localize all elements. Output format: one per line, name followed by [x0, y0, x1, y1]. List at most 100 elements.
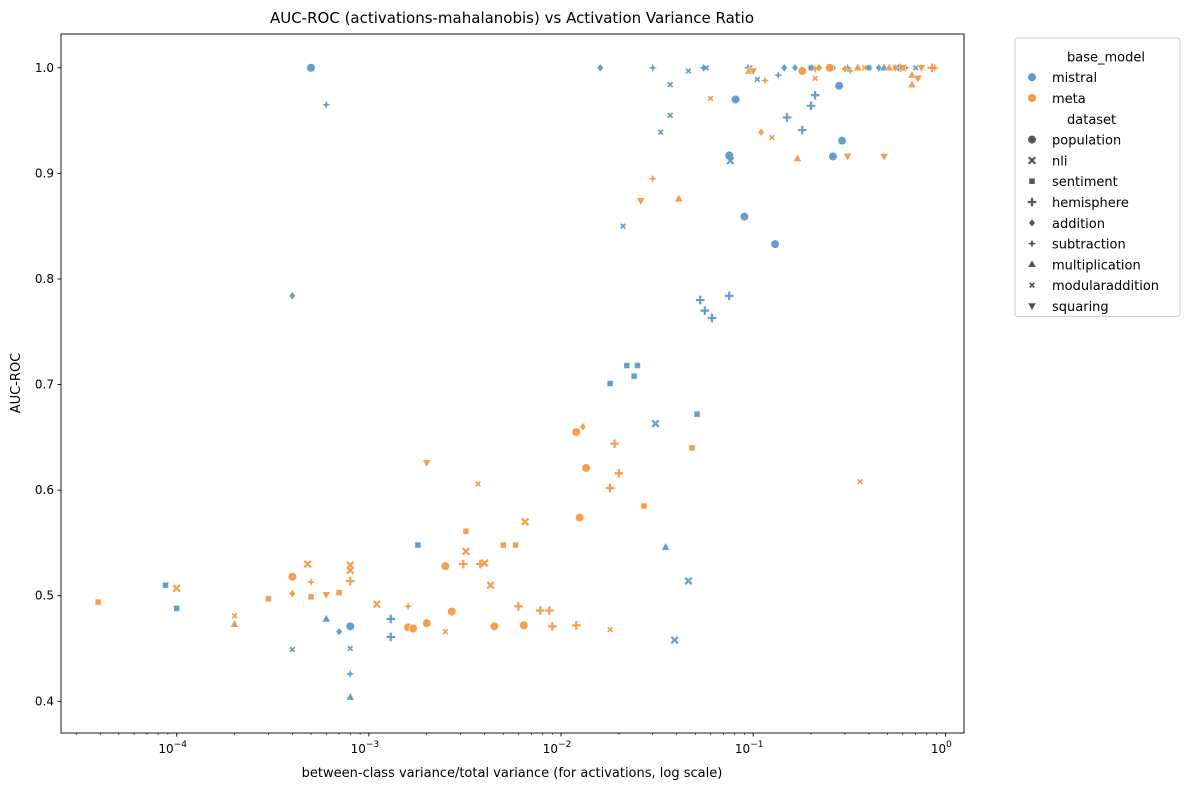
series-meta-subtraction	[306, 63, 939, 611]
data-point	[303, 559, 312, 569]
legend-label: population	[1052, 134, 1121, 149]
legend-label: modularaddition	[1052, 279, 1159, 294]
data-point	[571, 620, 581, 630]
data-point	[846, 66, 855, 76]
legend-marker	[1028, 218, 1036, 228]
y-axis-label: AUC-ROC	[9, 353, 24, 414]
data-point	[857, 478, 864, 485]
data-point	[347, 645, 354, 652]
data-point	[891, 63, 900, 73]
data-point	[499, 541, 507, 549]
data-point	[386, 632, 396, 642]
data-point	[422, 459, 432, 468]
series-mistral-subtraction	[322, 63, 910, 679]
data-point	[699, 63, 708, 72]
data-point	[386, 614, 396, 624]
data-point	[806, 101, 816, 111]
legend-marker	[1027, 156, 1037, 165]
chart-title: AUC-ROC (activations-mahalanobis) vs Act…	[270, 9, 754, 27]
data-point	[780, 63, 788, 73]
data-point	[884, 62, 894, 72]
data-point	[866, 64, 872, 71]
legend-label: addition	[1052, 217, 1105, 232]
series-meta-addition	[288, 63, 900, 599]
data-point	[536, 606, 545, 615]
data-point	[837, 136, 847, 146]
data-point	[861, 64, 868, 71]
data-point	[916, 64, 926, 73]
data-point	[321, 591, 331, 600]
series-mistral-modularaddition	[289, 64, 919, 653]
data-point	[907, 79, 917, 88]
data-point	[620, 223, 626, 230]
data-point	[930, 63, 939, 72]
plot-frame	[60, 33, 965, 734]
data-point	[408, 623, 418, 634]
data-point	[797, 66, 807, 76]
data-point	[667, 112, 674, 119]
data-point	[335, 589, 343, 596]
data-point	[614, 468, 624, 478]
data-point	[700, 306, 710, 315]
series-meta-nli	[172, 63, 907, 609]
data-point	[442, 628, 449, 635]
data-point	[475, 480, 481, 487]
data-point	[812, 75, 819, 82]
data-point	[634, 362, 641, 369]
series-mistral-nli	[651, 156, 735, 645]
data-point	[815, 63, 823, 73]
data-point	[475, 559, 485, 569]
legend-marker	[1027, 93, 1037, 103]
data-point	[726, 156, 735, 165]
data-point	[581, 463, 591, 473]
data-point	[403, 602, 413, 611]
data-point	[307, 593, 315, 601]
data-point	[739, 212, 750, 222]
data-point	[630, 372, 638, 380]
data-point	[486, 581, 495, 590]
data-point	[372, 600, 381, 609]
data-point	[94, 598, 102, 606]
data-point	[707, 313, 717, 323]
data-point	[346, 561, 355, 570]
y-tick-label: 0.4	[35, 694, 54, 708]
legend-label: sentiment	[1052, 175, 1118, 190]
x-axis: 10−4 10−3 10−2 10−1 100	[75, 733, 952, 756]
data-point	[521, 517, 530, 526]
y-tick-label: 0.7	[35, 378, 54, 392]
data-point	[843, 153, 853, 162]
x-tick-label: 10−2	[543, 740, 572, 756]
data-point	[345, 576, 355, 586]
data-point	[512, 541, 519, 549]
data-point	[825, 63, 835, 73]
data-point	[288, 589, 296, 599]
series-mistral-multiplication	[321, 62, 889, 701]
data-point	[648, 63, 657, 72]
y-tick-label: 0.9	[35, 166, 54, 180]
data-point	[707, 95, 714, 102]
y-tick-label: 1.0	[35, 61, 54, 75]
data-point	[748, 67, 758, 76]
y-tick-label: 0.6	[35, 483, 54, 497]
series-mistral-population	[306, 63, 905, 631]
x-tick-label: 10−1	[735, 740, 764, 756]
data-point	[828, 151, 838, 162]
data-point	[172, 584, 181, 593]
data-point	[265, 595, 272, 603]
data-point	[760, 76, 770, 85]
data-point	[810, 64, 820, 74]
data-point	[447, 606, 457, 617]
series-meta-population	[287, 63, 835, 634]
y-tick-label: 0.8	[35, 272, 54, 286]
legend-marker	[1027, 239, 1037, 248]
data-point	[912, 64, 919, 71]
data-point	[422, 618, 432, 628]
data-point	[843, 63, 852, 72]
series-meta-sentiment	[94, 64, 906, 606]
legend-marker	[1027, 197, 1037, 207]
data-point	[571, 427, 581, 437]
series-mistral-sentiment	[162, 362, 701, 612]
data-point	[514, 601, 523, 611]
